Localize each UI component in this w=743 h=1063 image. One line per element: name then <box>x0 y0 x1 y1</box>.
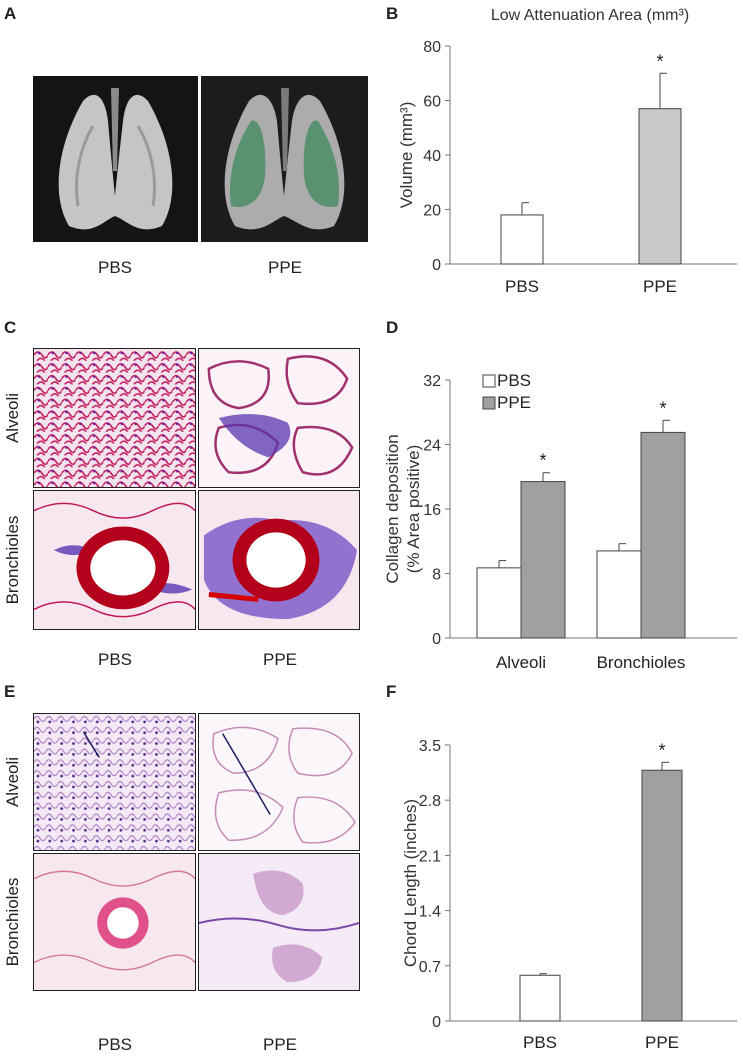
histology-c-alveoli-ppe <box>198 348 360 488</box>
chart-d-bar-ppe <box>640 431 686 639</box>
panel-letter-f: F <box>386 682 397 701</box>
chart-f-y-tick-label: 0.7 <box>419 959 441 976</box>
chart-d-y-tick-label: 16 <box>423 502 441 519</box>
chart-d-category-label: Bronchioles <box>597 653 686 672</box>
histology-e-alveoli-ppe <box>198 713 360 851</box>
chart-d-significance-marker: * <box>659 398 666 418</box>
chart-f-y-tick-label: 2.8 <box>419 793 441 810</box>
chart-d-legend-label: PPE <box>497 393 531 412</box>
chart-b-bar <box>638 108 682 265</box>
panel-letter-a: A <box>4 4 17 23</box>
panel-e-col-label-ppe: PPE <box>262 1035 298 1054</box>
chart-b-y-label: Volume (mm³) <box>397 102 416 209</box>
chart-d-y-label-line: Collagen deposition <box>383 434 402 583</box>
panel-letter-c: C <box>4 318 17 337</box>
histology-e-bronchioles-ppe <box>198 853 360 991</box>
histology-e-alveoli-pbs <box>33 713 196 851</box>
chart-d-legend-swatch <box>482 374 496 388</box>
chart-d-bar-ppe <box>520 481 566 639</box>
ct-image-ppe <box>201 76 368 242</box>
chart-d-y-tick-label: 24 <box>423 438 441 455</box>
chart-d-y-tick-label: 8 <box>432 567 441 584</box>
panel-letter-d: D <box>386 318 399 337</box>
chart-b-significance-marker: * <box>656 51 663 71</box>
panel-a-label-ppe: PPE <box>267 258 303 277</box>
panel-c-col-label-ppe: PPE <box>262 650 298 669</box>
chart-f-category-label: PBS <box>523 1033 557 1052</box>
chart-d-y-tick-label: 32 <box>423 373 441 390</box>
histology-c-alveoli-pbs <box>33 348 196 488</box>
chart-d-significance-marker: * <box>539 451 546 471</box>
histology-e-bronchioles-pbs <box>33 853 196 991</box>
ct-image-pbs <box>33 76 198 242</box>
chart-f-bar <box>519 974 561 1022</box>
chart-d-y-tick-label: 0 <box>432 631 441 648</box>
chart-f-y-tick-label: 1.4 <box>419 904 441 921</box>
chart-b-y-tick-label: 0 <box>432 257 441 274</box>
chart-d-category-label: Alveoli <box>496 653 546 672</box>
chart-d-bar-pbs <box>476 567 522 639</box>
histology-c-bronchioles-ppe <box>198 490 360 630</box>
chart-f-significance-marker: * <box>658 740 665 760</box>
chart-b-y-tick-label: 20 <box>423 203 441 220</box>
chart-f-y-tick-label: 0 <box>432 1014 441 1031</box>
chart-f-category-label: PPE <box>645 1033 679 1052</box>
chart-d-legend-label: PBS <box>497 371 531 390</box>
chart-b-y-tick-label: 40 <box>423 148 441 165</box>
chart-f-y-label: Chord Length (inches) <box>401 799 420 967</box>
chart-f-y-tick-label: 3.5 <box>419 738 441 755</box>
chart-b-y-tick-label: 60 <box>423 94 441 111</box>
panel-a-label-pbs: PBS <box>97 258 133 277</box>
panel-letter-b: B <box>386 4 399 23</box>
chart-b-bar <box>500 214 544 265</box>
chart-b-category-label: PPE <box>643 277 677 296</box>
chart-d-bar-pbs <box>596 550 642 639</box>
chart-d-y-label-line: (% Area positive) <box>404 445 423 574</box>
chart-b-category-label: PBS <box>505 277 539 296</box>
panel-e-col-label-pbs: PBS <box>97 1035 133 1054</box>
panel-c-col-label-pbs: PBS <box>97 650 133 669</box>
chart-f-bar <box>641 769 683 1022</box>
chart-d-legend-swatch <box>482 396 496 410</box>
chart-f-y-tick-label: 2.1 <box>419 848 441 865</box>
chart-b-title: Low Attenuation Area (mm³) <box>491 7 689 24</box>
chart-b-y-tick-label: 80 <box>423 39 441 56</box>
panel-letter-e: E <box>4 682 16 701</box>
histology-c-bronchioles-pbs <box>33 490 196 630</box>
